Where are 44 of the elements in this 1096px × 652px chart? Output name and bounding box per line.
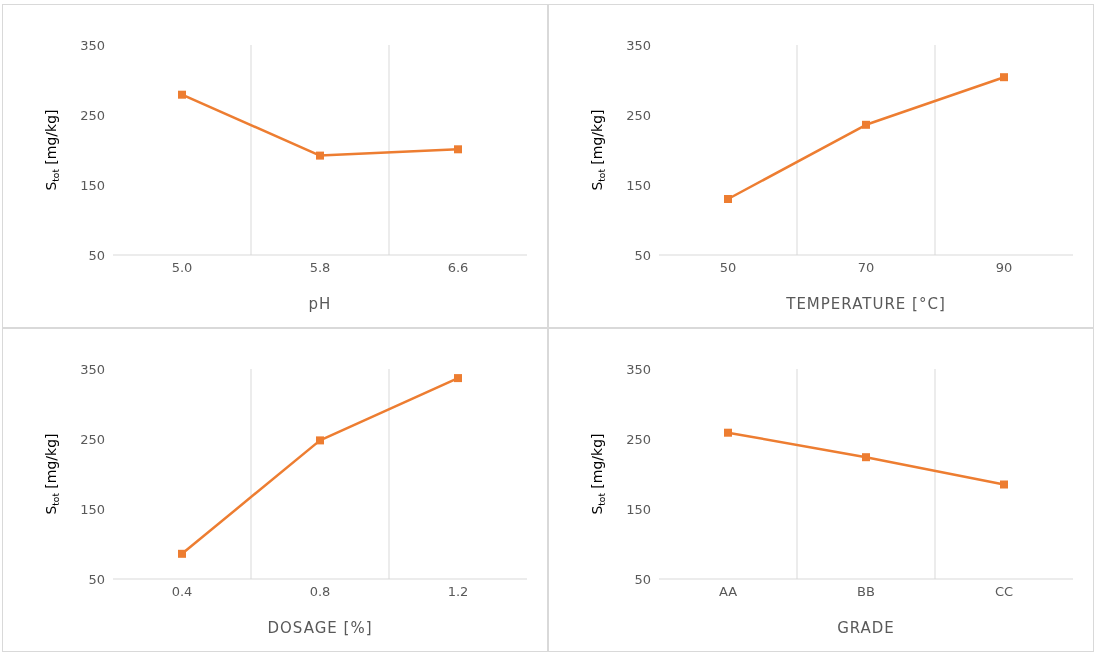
- y-tick-label: 50: [634, 571, 651, 587]
- x-tick-label: 50: [719, 260, 737, 276]
- x-axis-title: TEMPERATURE [°C]: [785, 295, 946, 313]
- x-axis-title: GRADE: [837, 619, 895, 637]
- y-tick-label: 50: [88, 247, 105, 263]
- point: [862, 120, 870, 129]
- y-tick-label: 350: [80, 37, 105, 53]
- y-tick-label: 250: [80, 107, 105, 123]
- y-tick-label: 350: [80, 361, 105, 377]
- x-tick-label: 70: [857, 260, 875, 276]
- y-tick-label: 50: [634, 247, 651, 263]
- point: [1000, 73, 1008, 82]
- y-tick-label: 250: [80, 431, 105, 447]
- point: [454, 145, 462, 154]
- point: [454, 374, 462, 383]
- y-tick-label: 150: [80, 177, 105, 193]
- x-axis-title: DOSAGE [%]: [267, 619, 373, 637]
- x-tick-label: BB: [857, 584, 875, 600]
- point: [178, 549, 186, 558]
- point: [724, 428, 732, 437]
- x-axis-title: pH: [308, 295, 332, 313]
- point: [316, 436, 324, 445]
- x-tick-label: AA: [718, 584, 738, 600]
- point: [178, 90, 186, 99]
- x-tick-label: 5.0: [171, 260, 193, 276]
- x-tick-label: 0.4: [171, 584, 193, 600]
- point: [862, 453, 870, 462]
- y-tick-label: 350: [626, 361, 651, 377]
- y-tick-label: 150: [80, 501, 105, 517]
- x-tick-label: 90: [995, 260, 1013, 276]
- y-tick-label: 350: [626, 37, 651, 53]
- y-tick-label: 250: [626, 107, 651, 123]
- x-tick-label: 1.2: [447, 584, 469, 600]
- y-tick-label: 250: [626, 431, 651, 447]
- point: [316, 151, 324, 160]
- x-tick-label: 5.8: [309, 260, 331, 276]
- y-tick-label: 50: [88, 571, 105, 587]
- x-tick-label: 0.8: [309, 584, 331, 600]
- y-tick-label: 150: [626, 177, 651, 193]
- point: [724, 195, 732, 203]
- x-tick-label: CC: [994, 584, 1014, 600]
- x-tick-label: 6.6: [447, 260, 469, 276]
- point: [1000, 480, 1008, 489]
- y-tick-label: 150: [626, 501, 651, 517]
